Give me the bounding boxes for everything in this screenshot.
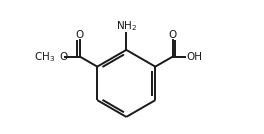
Text: OH: OH	[186, 52, 202, 62]
Text: CH$_3$: CH$_3$	[34, 50, 55, 64]
Text: NH$_2$: NH$_2$	[116, 19, 137, 33]
Text: O: O	[168, 30, 177, 40]
Text: O: O	[76, 30, 84, 40]
Text: O: O	[59, 52, 67, 62]
